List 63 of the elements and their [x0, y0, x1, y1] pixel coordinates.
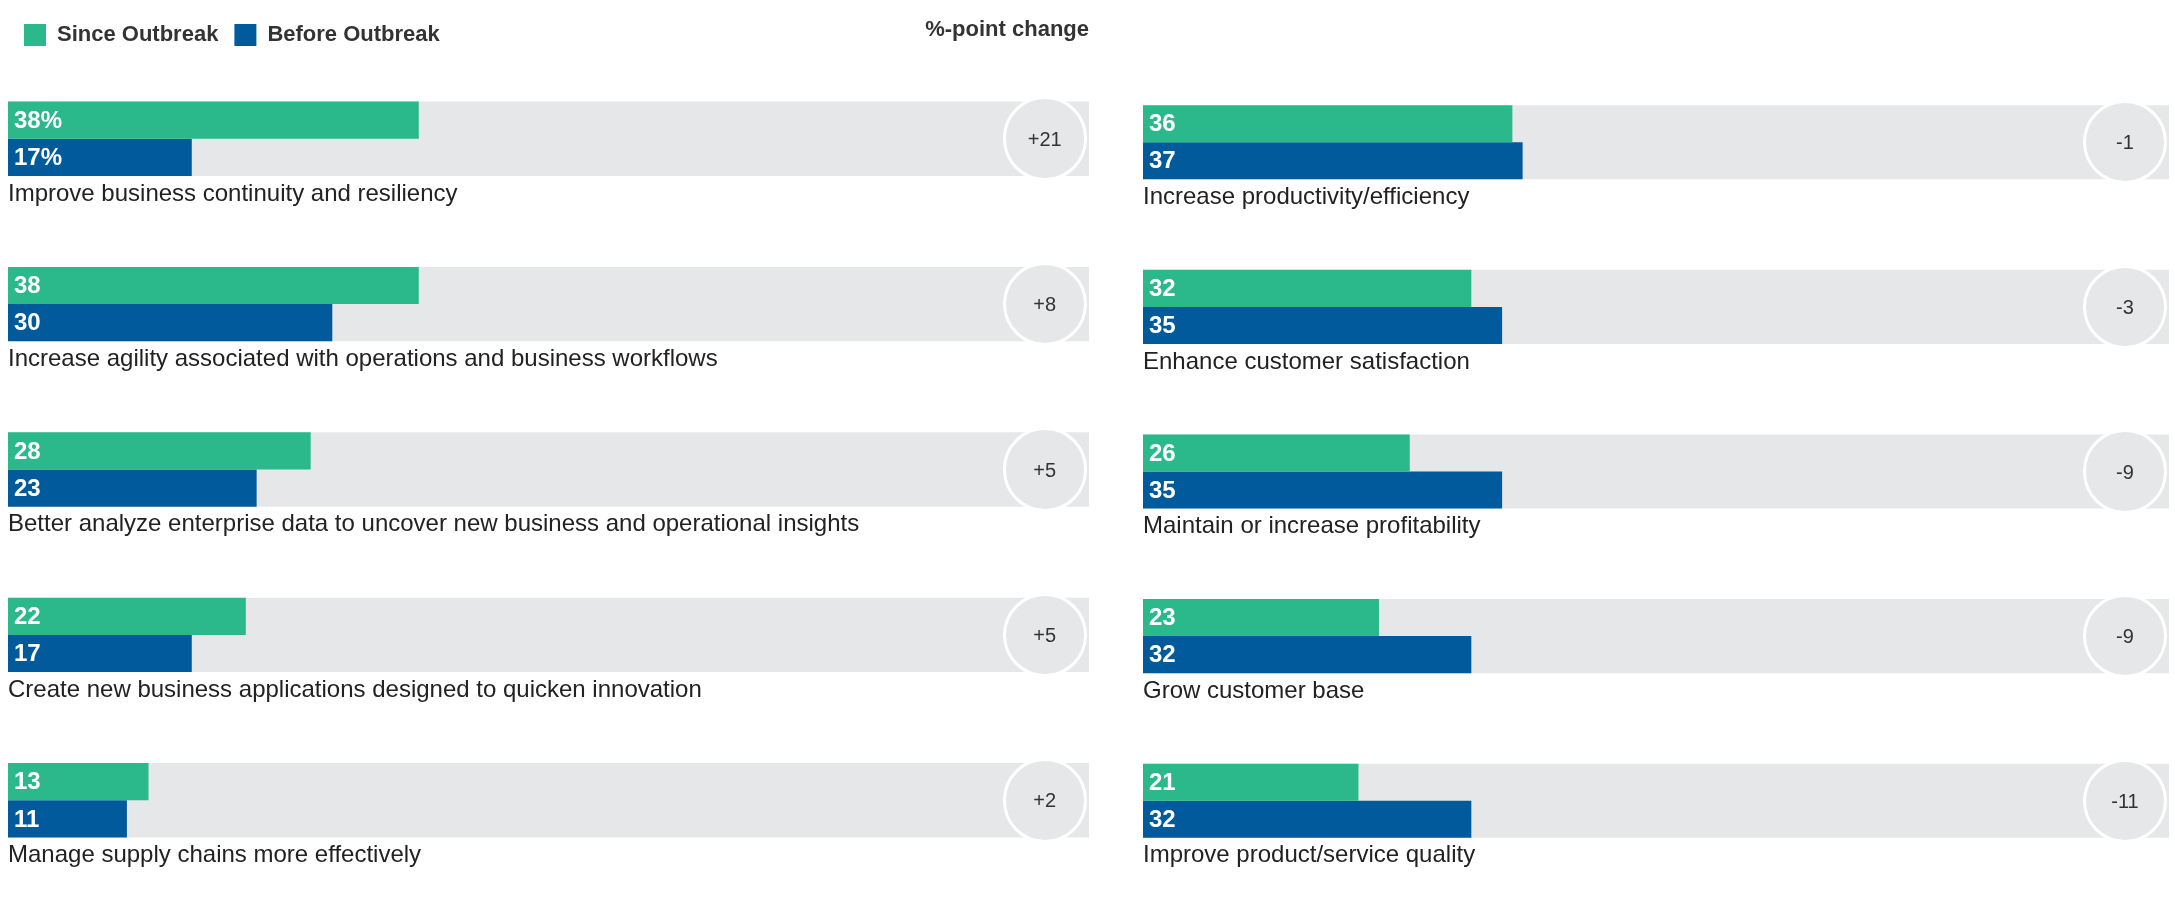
data-label: 38%	[14, 105, 63, 133]
annotation: +8	[1032, 292, 1058, 317]
bar	[8, 138, 192, 176]
annotation: +21	[1026, 126, 1063, 151]
bar	[8, 304, 333, 342]
data-label: 36	[1149, 109, 1176, 137]
bar	[1143, 800, 1472, 838]
category-label: Improve product/service quality	[1143, 840, 1476, 868]
data-label: 23	[14, 473, 41, 501]
data-label: 28	[14, 436, 41, 464]
category-label: Create new business applications designed to quicken innovation	[8, 674, 702, 702]
data-label: 26	[1149, 438, 1176, 466]
legend-label: Before Outbreak	[267, 21, 441, 47]
data-label: 13	[14, 767, 41, 795]
bar	[1143, 142, 1523, 180]
bar	[8, 763, 149, 801]
category-label: Increase agility associated with operations and business workflows	[8, 343, 718, 371]
data-label: 35	[1149, 475, 1176, 503]
category-label: Enhance customer satisfaction	[1143, 346, 1470, 374]
bar	[1143, 269, 1472, 307]
data-label: 30	[14, 308, 41, 336]
annotation: +2	[1032, 788, 1058, 813]
category-label: Increase productivity/efficiency	[1143, 181, 1470, 209]
bar	[1143, 636, 1472, 674]
bar	[8, 101, 419, 139]
bar	[8, 800, 127, 838]
annotation: -3	[2115, 294, 2135, 319]
data-label: 17	[14, 639, 41, 667]
bar	[1143, 434, 1410, 472]
bar	[1143, 763, 1359, 801]
bar	[8, 634, 192, 673]
category-label: Improve business continuity and resiliency	[8, 178, 458, 206]
bar	[1143, 105, 1513, 143]
data-label: 35	[1149, 311, 1176, 339]
bar	[8, 597, 246, 635]
data-label: 37	[1149, 146, 1176, 174]
annotation: -1	[2115, 130, 2135, 155]
annotation: +5	[1032, 622, 1058, 647]
category-label: Manage supply chains more effectively	[8, 840, 422, 868]
annotation: +5	[1032, 457, 1058, 482]
data-label: 32	[1149, 804, 1176, 832]
annotation: -9	[2115, 459, 2135, 484]
legend-label: Since Outbreak	[57, 21, 220, 47]
bar	[1143, 471, 1503, 509]
category-label: Maintain or increase profitability	[1143, 511, 1481, 539]
data-label: 22	[14, 601, 41, 629]
data-label: 11	[14, 804, 40, 832]
bar	[8, 266, 419, 305]
bar	[1143, 306, 1503, 344]
data-label: 32	[1149, 274, 1176, 302]
data-label: 32	[1149, 640, 1176, 668]
chart-subtitle: %-point change	[925, 16, 1089, 42]
data-label: 23	[1149, 603, 1176, 631]
bar	[8, 432, 311, 470]
bar	[1143, 599, 1379, 637]
annotation: -11	[2110, 788, 2140, 813]
category-label: Better analyze enterprise data to uncover new business and operational insights	[8, 509, 860, 537]
category-label: Grow customer base	[1143, 675, 1365, 703]
data-label: 21	[1149, 767, 1176, 795]
data-label: 17%	[14, 142, 63, 170]
bar	[8, 469, 257, 507]
data-label: 38	[14, 271, 41, 299]
annotation: -9	[2115, 624, 2135, 649]
